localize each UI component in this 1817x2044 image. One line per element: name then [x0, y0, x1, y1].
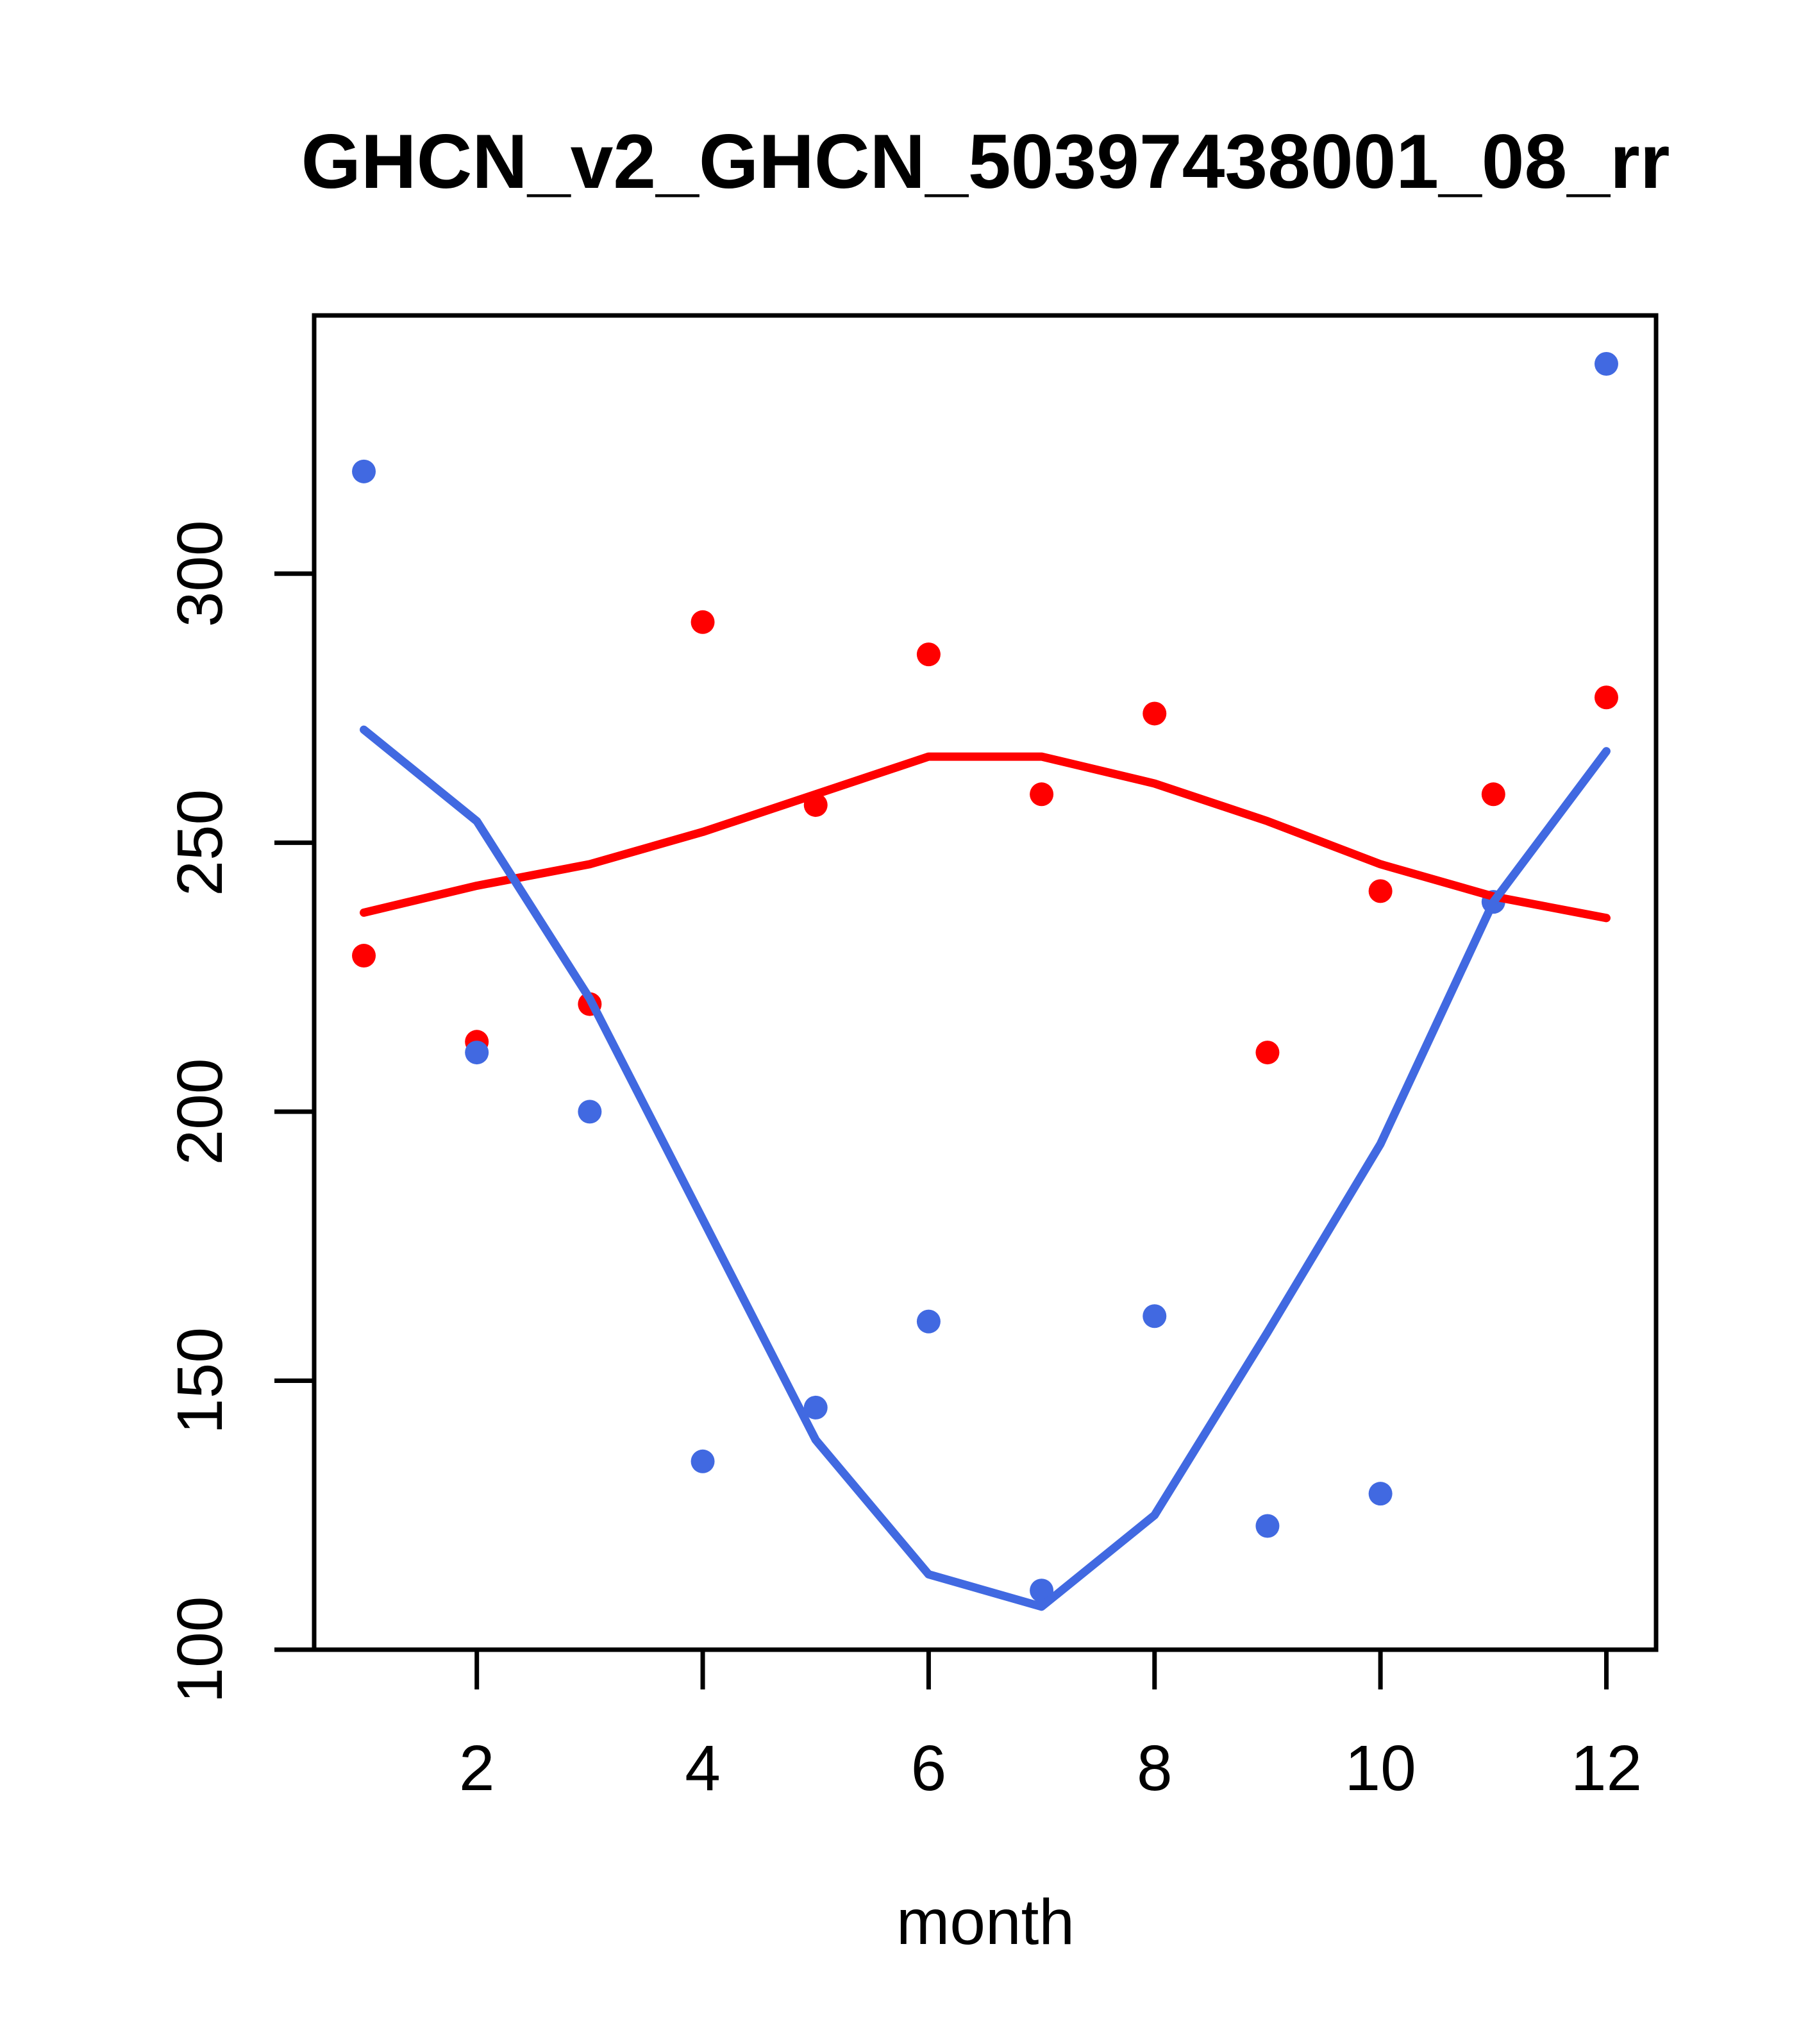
blue-point [352, 459, 376, 483]
red-point [1594, 685, 1618, 710]
x-tick-label: 8 [1137, 1732, 1173, 1804]
blue-point [465, 1041, 489, 1065]
x-axis: 2 4 6 8 10 12 [459, 1650, 1642, 1804]
x-tick-label: 4 [685, 1732, 721, 1804]
red-point [1368, 879, 1393, 903]
y-tick-labels: 100 150 200 250 300 [164, 520, 236, 1703]
y-axis: 100 150 200 250 300 [164, 520, 314, 1703]
red-point [1481, 782, 1505, 807]
blue-point [578, 1100, 602, 1124]
red-point [916, 642, 941, 667]
red-point [1255, 1041, 1280, 1065]
blue-point [1594, 352, 1618, 376]
blue-point [1030, 1579, 1054, 1603]
x-tick-labels: 2 4 6 8 10 12 [459, 1732, 1642, 1804]
y-tick-label: 150 [164, 1327, 236, 1434]
y-tick-label: 300 [164, 520, 236, 627]
blue-point [803, 1395, 828, 1420]
red-point [1030, 782, 1054, 807]
red-point [691, 610, 715, 634]
y-tick-label: 100 [164, 1596, 236, 1704]
series-layer [352, 352, 1618, 1611]
y-tick-label: 200 [164, 1058, 236, 1165]
blue-point [691, 1449, 715, 1473]
x-tick-label: 2 [459, 1732, 495, 1804]
x-axis-label: month [896, 1886, 1075, 1958]
red-smooth-line [360, 752, 1611, 923]
x-ticks [474, 1650, 1609, 1689]
red-point [352, 944, 376, 968]
blue-point [1143, 1304, 1167, 1328]
red-points [352, 610, 1618, 1065]
x-tick-label: 6 [911, 1732, 947, 1804]
plot-border [312, 313, 1659, 1652]
blue-points [352, 352, 1618, 1603]
x-tick-label: 10 [1345, 1732, 1416, 1804]
y-tick-label: 250 [164, 789, 236, 896]
blue-point [916, 1309, 941, 1334]
x-tick-label: 12 [1571, 1732, 1642, 1804]
blue-point [1255, 1514, 1280, 1538]
chart-title: GHCN_v2_GHCN_50397438001_08_rr [301, 119, 1670, 205]
blue-point [1368, 1482, 1393, 1506]
y-ticks [274, 571, 314, 1652]
red-point [1143, 701, 1167, 726]
blue-smooth-line [360, 725, 1611, 1611]
